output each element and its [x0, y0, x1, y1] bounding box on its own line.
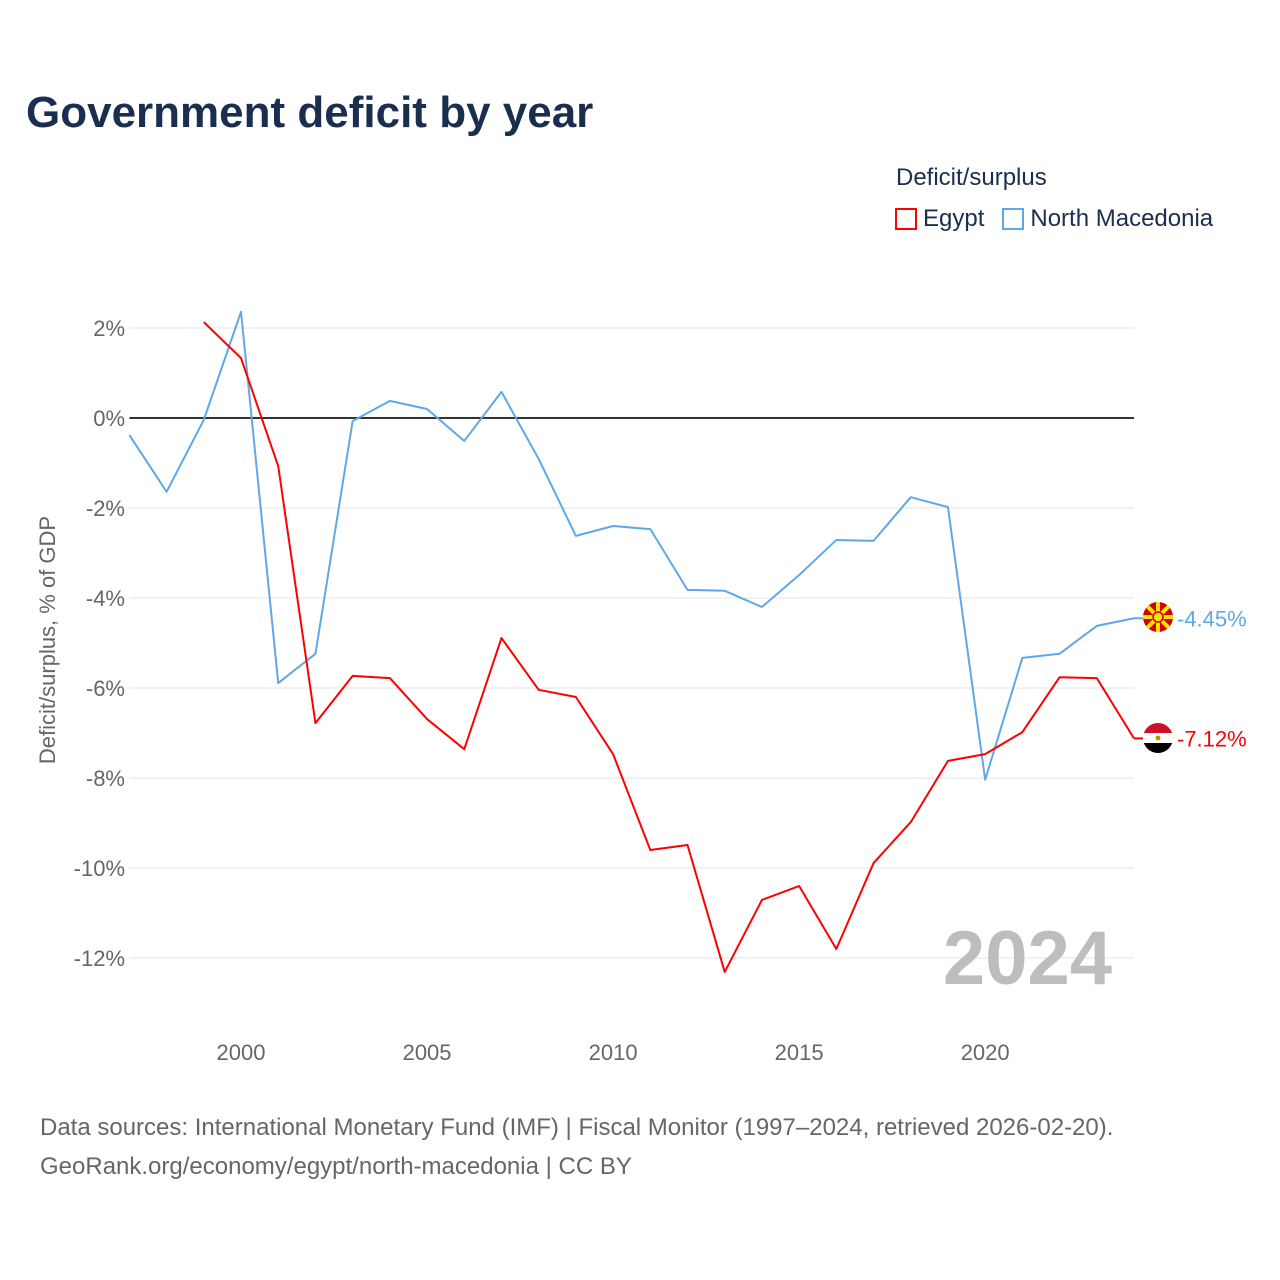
legend-title: Deficit/surplus	[896, 164, 1047, 191]
x-tick-label: 2020	[961, 1040, 1010, 1065]
x-tick-label: 2010	[589, 1040, 638, 1065]
north-macedonia-flag-icon	[1143, 602, 1173, 632]
y-tick-label: -12%	[74, 946, 125, 971]
y-tick-label: -6%	[86, 676, 125, 701]
end-label-egypt: -7.12%	[1177, 726, 1247, 751]
y-axis-label: Deficit/surplus, % of GDP	[35, 516, 60, 764]
source-link[interactable]: GeoRank.org/economy/egypt/north-macedoni…	[40, 1153, 632, 1180]
y-tick-label: -8%	[86, 766, 125, 791]
x-tick-label: 2015	[775, 1040, 824, 1065]
legend-label: North Macedonia	[1030, 205, 1214, 232]
y-tick-label: 2%	[93, 316, 125, 341]
end-label-north-macedonia: -4.45%	[1177, 606, 1247, 631]
series-line-egypt	[203, 321, 1135, 973]
legend-item-egypt[interactable]: Egypt	[895, 205, 984, 233]
y-tick-label: -4%	[86, 586, 125, 611]
y-tick-label: -10%	[74, 856, 125, 881]
legend-item-north-macedonia[interactable]: North Macedonia	[1002, 205, 1213, 233]
series-line-north-macedonia	[128, 310, 1135, 781]
source-footer: Data sources: International Monetary Fun…	[40, 1108, 1113, 1186]
y-tick-label: -2%	[86, 496, 125, 521]
legend: Egypt North Macedonia	[895, 205, 1213, 233]
x-tick-label: 2000	[217, 1040, 266, 1065]
legend-label: Egypt	[923, 205, 985, 232]
x-tick-label: 2005	[403, 1040, 452, 1065]
year-watermark: 2024	[943, 916, 1112, 1001]
egypt-flag-icon	[1143, 723, 1173, 753]
chart-title: Government deficit by year	[26, 88, 594, 137]
y-tick-label: 0%	[93, 406, 125, 431]
source-text: Data sources: International Monetary Fun…	[40, 1114, 1114, 1141]
legend-swatch-egypt	[895, 208, 917, 230]
legend-swatch-north-macedonia	[1002, 208, 1025, 230]
